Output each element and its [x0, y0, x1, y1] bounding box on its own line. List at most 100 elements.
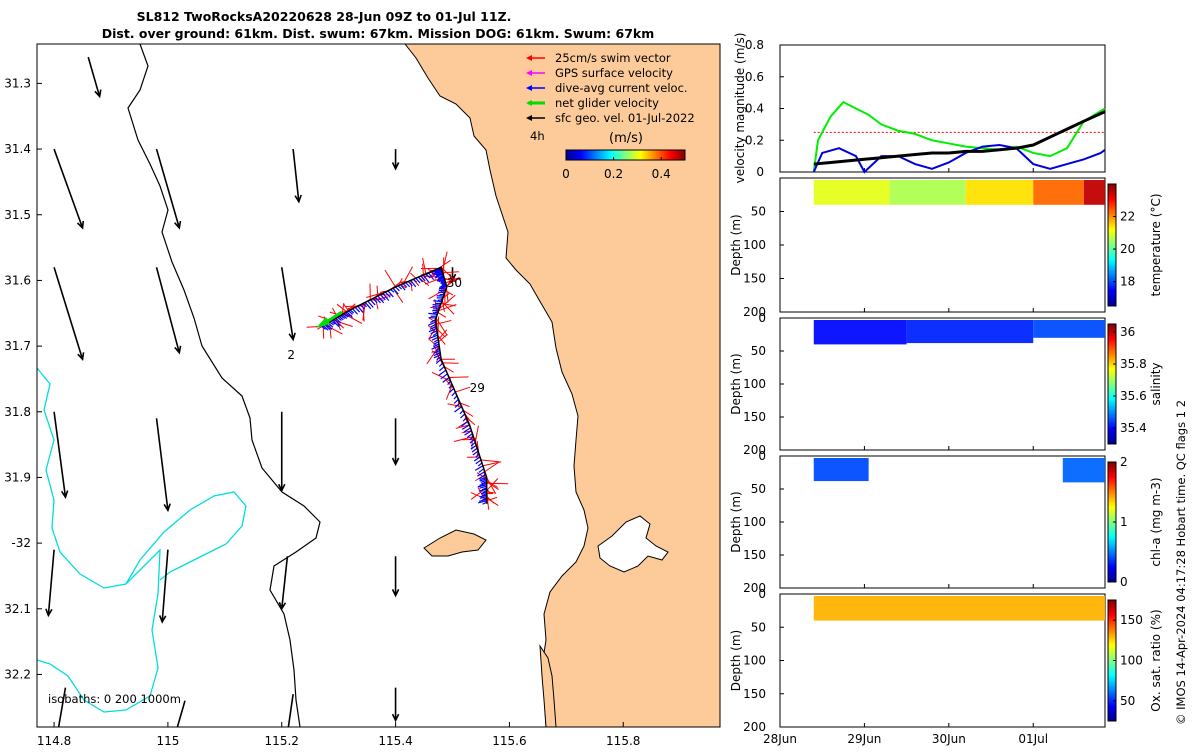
map-x-tick-label: 115.6: [492, 734, 526, 748]
map-y-tick-label: 32.1: [4, 602, 31, 616]
y-tick-label: 100: [743, 515, 766, 529]
colorbar: [1108, 324, 1116, 444]
map-y-tick-label: 31.3: [4, 76, 31, 90]
y-tick-label: 0: [758, 311, 766, 325]
map-x-tick-label: 114.8: [37, 734, 71, 748]
colorbar-label: (m/s): [609, 131, 643, 146]
map-y-tick-label: 31.5: [4, 208, 31, 222]
colorbar: [1108, 184, 1116, 306]
day-label: 29: [470, 381, 485, 395]
map-y-tick-label: 31.6: [4, 273, 31, 287]
heatmap-cell-1: [1063, 458, 1105, 482]
heatmap-cell-0: [814, 596, 1105, 621]
map-title: SL812 TwoRocksA20220628 28-Jun 09Z to 01…: [137, 9, 512, 24]
y-tick-label: 100: [743, 377, 766, 391]
map-x-tick-label: 115.4: [378, 734, 412, 748]
colorbar-tick-label: 20: [1120, 242, 1135, 256]
y-tick-label: 0: [758, 449, 766, 463]
colorbar-label: Ox. sat. ratio (%): [1149, 609, 1163, 711]
x-tick-label: 29Jun: [847, 732, 881, 746]
current-vector: [433, 301, 441, 302]
y-tick-label: 0.4: [745, 102, 764, 116]
depth-ylabel: Depth (m): [729, 214, 743, 275]
colorbar-tick-label: 35.6: [1120, 389, 1147, 403]
legend-label: net glider velocity: [555, 96, 659, 110]
depth-ylabel: Depth (m): [729, 353, 743, 414]
colorbar-tick-label: 0.2: [604, 167, 623, 181]
map-y-tick-label: 31.8: [4, 405, 31, 419]
colorbar-tick-label: 22: [1120, 210, 1135, 224]
x-tick-label: 01Jul: [1018, 732, 1048, 746]
map-x-tick-label: 115: [156, 734, 179, 748]
colorbar-tick-label: 100: [1120, 654, 1143, 668]
isobaths-label: isobaths: 0 200 1000m: [48, 692, 181, 706]
colorbar-label: salinity: [1149, 362, 1163, 405]
legend-label: GPS surface velocity: [555, 66, 673, 80]
y-tick-label: 100: [743, 654, 766, 668]
colorbar-tick-label: 35.4: [1120, 421, 1147, 435]
y-tick-label: 0: [758, 587, 766, 601]
day-label: 2: [287, 348, 295, 362]
colorbar-tick-label: 0: [562, 167, 570, 181]
day-label: 30: [447, 276, 462, 290]
colorbar-tick-label: 150: [1120, 613, 1143, 627]
heatmap-cell-3: [1033, 180, 1084, 205]
colorbar-tick-label: 1: [1120, 515, 1128, 529]
depth-ylabel: Depth (m): [729, 491, 743, 552]
colorbar-tick-label: 50: [1120, 694, 1135, 708]
map-y-tick-label: -32: [11, 536, 31, 550]
y-tick-label: 150: [743, 410, 766, 424]
heatmap-cell-2: [966, 180, 1034, 205]
scale-label: 4h: [530, 129, 545, 143]
y-tick-label: 0: [756, 165, 764, 179]
y-tick-label: 150: [743, 687, 766, 701]
swim-vector: [380, 295, 392, 296]
y-tick-label: 100: [743, 238, 766, 252]
y-tick-label: 50: [751, 344, 766, 358]
y-tick-label: 0.6: [745, 70, 764, 84]
x-tick-label: 28Jun: [763, 732, 797, 746]
current-vector: [433, 305, 441, 306]
map-subtitle: Dist. over ground: 61km. Dist. swum: 67k…: [102, 26, 655, 41]
velocity-ylabel: velocity magnitude (m/s): [733, 33, 747, 184]
map-x-tick-label: 115.2: [265, 734, 299, 748]
colorbar-tick-label: 0: [1120, 575, 1128, 589]
map-y-tick-label: 31.7: [4, 339, 31, 353]
colorbar-tick-label: 35.8: [1120, 357, 1147, 371]
colorbar-label: temperature (°C): [1149, 194, 1163, 297]
legend-label: sfc geo. vel. 01-Jul-2022: [555, 111, 695, 125]
y-tick-label: 50: [751, 482, 766, 496]
colorbar-tick-label: 2: [1120, 455, 1128, 469]
map-y-tick-label: 31.4: [4, 142, 31, 156]
heatmap-cell-2: [1033, 320, 1105, 338]
depth-ylabel: Depth (m): [729, 630, 743, 691]
y-tick-label: 150: [743, 272, 766, 286]
y-tick-label: 50: [751, 620, 766, 634]
colorbar-tick-label: 18: [1120, 275, 1135, 289]
colorbar-gradient: [566, 150, 685, 160]
heatmap-cell-1: [907, 320, 1034, 343]
heatmap-cell-1: [890, 180, 966, 205]
y-tick-label: 0.8: [745, 38, 764, 52]
heatmap-cell-0: [814, 458, 869, 481]
colorbar-tick-label: 36: [1120, 325, 1135, 339]
swim-vector: [449, 377, 469, 378]
x-tick-label: 30Jun: [932, 732, 966, 746]
map-panel: 30 29 2 isobaths: 0 200 1000m 114.8 115 115.…: [4, 44, 720, 750]
swim-vector: [487, 483, 509, 484]
map-y-tick-label: 32.2: [4, 667, 31, 681]
legend-label: dive-avg current veloc.: [555, 81, 688, 95]
heatmap-cell-0: [814, 180, 890, 205]
map-x-tick-label: 115.8: [606, 734, 640, 748]
colorbar-tick-label: 0.4: [652, 167, 671, 181]
legend-label: 25cm/s swim vector: [555, 51, 671, 65]
y-tick-label: 0.2: [745, 133, 764, 147]
colorbar-label: chl-a (mg m-3): [1149, 477, 1163, 566]
